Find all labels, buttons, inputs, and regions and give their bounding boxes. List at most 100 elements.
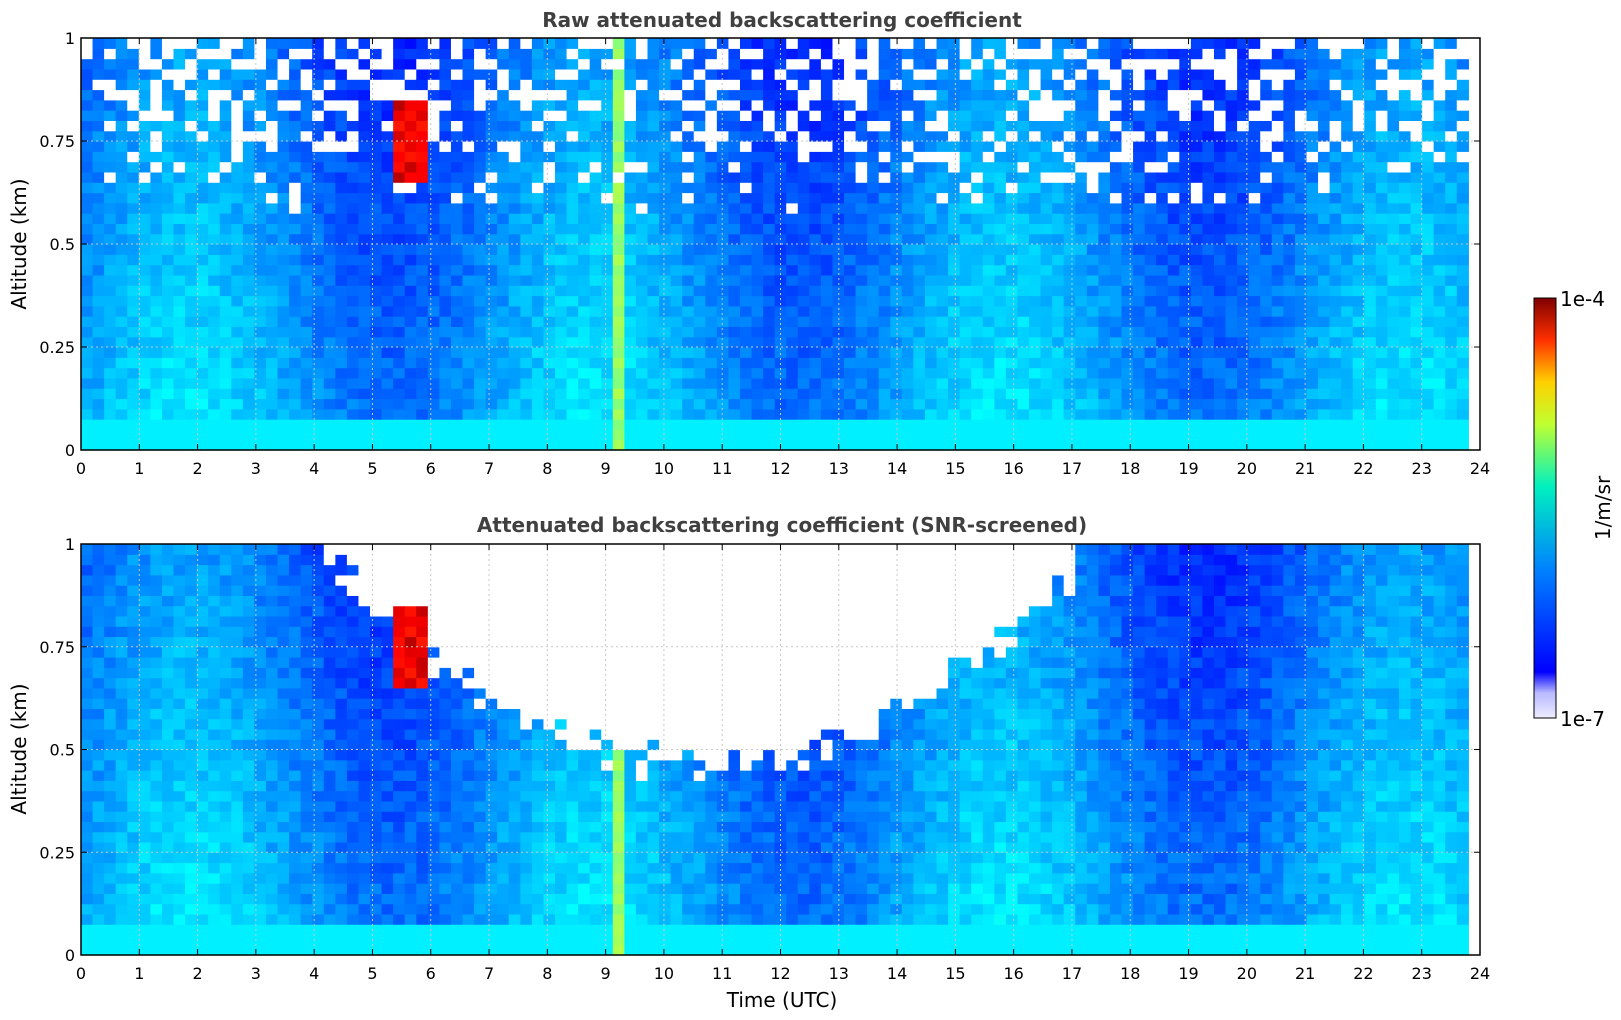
heatmap-cell <box>1086 377 1099 389</box>
heatmap-cell <box>1422 316 1435 327</box>
heatmap-cell <box>1225 130 1238 142</box>
heatmap-cell <box>346 295 360 307</box>
heatmap-cell <box>92 429 105 441</box>
heatmap-cell <box>254 182 267 194</box>
heatmap-cell <box>728 202 741 214</box>
heatmap-cell <box>555 213 568 224</box>
heatmap-cell <box>1017 141 1030 152</box>
heatmap-cell <box>508 58 521 70</box>
heatmap-cell <box>531 264 545 276</box>
heatmap-cell <box>1214 130 1227 142</box>
heatmap-cell <box>601 367 614 379</box>
heatmap-cell <box>1167 161 1180 173</box>
heatmap-cell <box>370 233 383 245</box>
heatmap-cell <box>1352 223 1365 235</box>
heatmap-cell <box>774 120 787 132</box>
heatmap-cell <box>370 347 383 358</box>
heatmap-cell <box>543 429 556 441</box>
heatmap-cell <box>1109 336 1123 348</box>
heatmap-cell <box>346 429 360 441</box>
heatmap-cell <box>1040 439 1053 451</box>
heatmap-cell <box>242 439 256 451</box>
heatmap-cell <box>1248 161 1261 173</box>
heatmap-cell <box>1086 316 1099 327</box>
heatmap-cell <box>104 68 117 80</box>
heatmap-cell <box>1364 429 1377 441</box>
heatmap-cell <box>381 223 394 235</box>
heatmap-cell <box>693 274 706 286</box>
heatmap-cell <box>1271 336 1284 348</box>
heatmap-cell <box>150 254 163 266</box>
heatmap-cell <box>508 408 521 420</box>
heatmap-cell <box>1248 326 1261 338</box>
heatmap-cell <box>427 68 440 80</box>
heatmap-cell <box>1294 213 1308 224</box>
heatmap-cell <box>1190 161 1204 173</box>
heatmap-cell <box>450 254 464 266</box>
heatmap-cell <box>358 336 371 348</box>
heatmap-cell <box>635 274 649 286</box>
heatmap-cell <box>728 110 741 121</box>
heatmap-cell <box>844 161 857 173</box>
heatmap-cell <box>531 58 545 70</box>
heatmap-cell <box>81 244 94 255</box>
heatmap-cell <box>751 264 764 276</box>
heatmap-cell <box>404 274 417 286</box>
heatmap-cell <box>231 388 244 400</box>
heatmap-cell <box>196 89 209 101</box>
heatmap-cell <box>1156 347 1169 358</box>
heatmap-cell <box>231 38 244 49</box>
heatmap-cell <box>1364 336 1377 348</box>
heatmap-cell <box>323 244 336 255</box>
heatmap-cell <box>185 110 198 121</box>
heatmap-cell <box>1445 408 1458 420</box>
heatmap-cell <box>1029 408 1042 420</box>
heatmap-cell <box>1144 192 1157 204</box>
heatmap-cell <box>809 68 822 80</box>
heatmap-cell <box>393 336 406 348</box>
heatmap-cell <box>1052 398 1065 410</box>
heatmap-cell <box>751 254 764 266</box>
x-tick-label: 8 <box>542 459 552 478</box>
heatmap-cell <box>1456 244 1469 255</box>
heatmap-cell <box>647 202 660 214</box>
heatmap-cell <box>1456 439 1469 451</box>
heatmap-cell <box>416 408 429 420</box>
heatmap-cell <box>300 171 313 183</box>
heatmap-cell <box>1341 336 1354 348</box>
heatmap-cell <box>1433 79 1446 91</box>
heatmap-cell <box>450 429 464 441</box>
heatmap-cell <box>1086 110 1099 121</box>
heatmap-cell <box>1133 141 1146 152</box>
heatmap-cell <box>716 141 730 152</box>
heatmap-cell <box>809 264 822 276</box>
heatmap-cell <box>1133 367 1146 379</box>
heatmap-cell <box>462 377 475 389</box>
heatmap-cell <box>566 274 579 286</box>
heatmap-cell <box>1410 38 1423 49</box>
heatmap-cell <box>81 316 94 327</box>
heatmap-cell <box>682 336 695 348</box>
heatmap-cell <box>1422 192 1435 204</box>
heatmap-cell <box>485 367 498 379</box>
heatmap-cell <box>878 68 891 80</box>
heatmap-cell <box>358 388 371 400</box>
heatmap-cell <box>358 151 371 163</box>
heatmap-cell <box>127 79 140 91</box>
heatmap-cell <box>1364 408 1377 420</box>
heatmap-cell <box>1133 264 1146 276</box>
heatmap-cell <box>1109 161 1123 173</box>
heatmap-cell <box>1017 254 1030 266</box>
heatmap-cell <box>601 285 614 297</box>
heatmap-cell <box>439 38 452 49</box>
heatmap-cell <box>1422 120 1435 132</box>
heatmap-cell <box>531 99 545 111</box>
heatmap-cell <box>624 429 637 441</box>
heatmap-cell <box>1144 171 1157 183</box>
heatmap-cell <box>1179 316 1192 327</box>
heatmap-cell <box>381 38 394 49</box>
heatmap-cell <box>92 182 105 194</box>
heatmap-cell <box>1063 439 1076 451</box>
heatmap-cell <box>185 192 198 204</box>
heatmap-cell <box>578 398 591 410</box>
